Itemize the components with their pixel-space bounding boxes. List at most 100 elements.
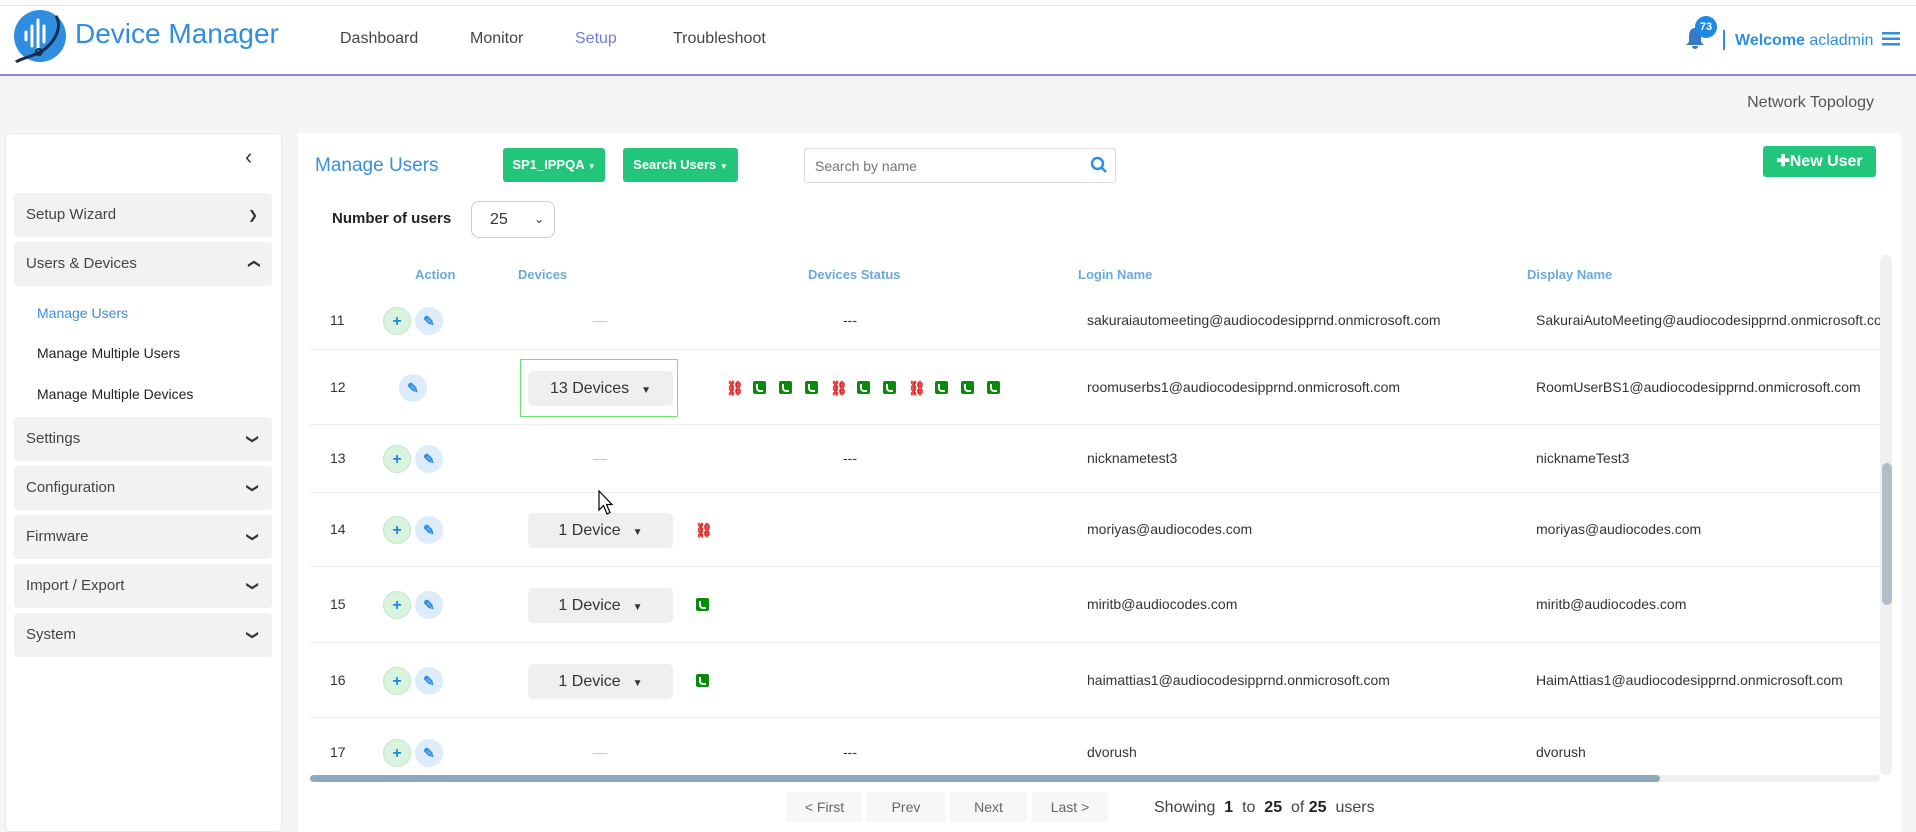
edit-icon[interactable]: ✎ (415, 307, 443, 335)
edit-icon[interactable]: ✎ (399, 373, 427, 402)
page-title: Manage Users (315, 155, 439, 176)
tenant-dropdown-button[interactable]: SP1_IPPQA ▼ (503, 148, 605, 182)
collapse-sidebar-icon[interactable]: ‹ (245, 144, 253, 169)
range-from: 1 (1224, 799, 1234, 816)
edit-icon[interactable]: ✎ (415, 591, 443, 619)
devices-status-empty: --- (843, 450, 857, 466)
column-header-display-name[interactable]: Display Name (1527, 267, 1613, 282)
notification-badge[interactable]: 73 (1695, 16, 1717, 38)
add-device-icon[interactable]: + (383, 445, 411, 473)
devices-dropdown[interactable]: 1 Device ▼ (528, 663, 673, 699)
edit-icon[interactable]: ✎ (415, 739, 443, 767)
delete-icon[interactable]: 🗑 (447, 739, 475, 767)
row-number: 17 (330, 744, 346, 760)
sidebar-section-system[interactable]: System ❯ (14, 613, 272, 657)
sidebar-section-setup-wizard[interactable]: Setup Wizard ❯ (14, 193, 272, 237)
tenant-label: SP1_IPPQA (512, 157, 585, 172)
nav-monitor[interactable]: Monitor (470, 30, 524, 47)
hamburger-menu-icon[interactable] (1882, 32, 1900, 46)
column-header-action[interactable]: Action (415, 267, 456, 282)
sidebar-section-configuration[interactable]: Configuration ❯ (14, 466, 272, 510)
edit-icon[interactable]: ✎ (415, 666, 443, 695)
welcome-user[interactable]: Welcome acladmin (1735, 32, 1873, 50)
nav-dashboard[interactable]: Dashboard (340, 30, 419, 47)
table-row: 17 + ✎ 🗑 --- dvorush dvorush (310, 718, 1882, 773)
delete-icon[interactable]: 🗑 (437, 373, 465, 402)
column-header-devices[interactable]: Devices (518, 267, 568, 282)
chevron-down-icon: ❯ (247, 208, 258, 222)
devices-dropdown[interactable]: 13 Devices ▼ (528, 370, 673, 406)
login-name: nicknametest3 (1087, 450, 1178, 466)
phone-connected-icon (779, 380, 792, 394)
disconnected-link-icon: ⛓ (830, 379, 848, 396)
caret-down-icon: ▼ (719, 162, 728, 171)
main-panel (298, 133, 1901, 832)
plus-icon: ✚ (1776, 153, 1790, 170)
users-label: users (1335, 799, 1375, 816)
sidebar-section-settings[interactable]: Settings ❯ (14, 417, 272, 461)
total-count: 25 (1308, 799, 1327, 816)
delete-icon[interactable]: 🗑 (447, 591, 475, 619)
new-user-label: New User (1789, 153, 1863, 170)
display-name: miritb@audiocodes.com (1536, 596, 1687, 612)
edit-icon[interactable]: ✎ (415, 516, 443, 544)
column-header-login-name[interactable]: Login Name (1078, 267, 1153, 282)
app-title: Device Manager (75, 18, 279, 49)
sidebar-section-users-devices[interactable]: Users & Devices ❯ (14, 242, 272, 286)
login-name: miritb@audiocodes.com (1087, 596, 1238, 612)
chevron-up-icon: ❯ (245, 258, 260, 270)
users-table: Action Devices Devices Status Login Name… (310, 255, 1882, 773)
sidebar-section-import-export[interactable]: Import / Export ❯ (14, 564, 272, 608)
username: acladmin (1809, 32, 1874, 49)
edit-icon[interactable]: ✎ (415, 445, 443, 473)
showing-label: Showing (1154, 799, 1216, 816)
table-row: 14 + ✎ 🗑 1 Device ▼ ⛓ moriyas@audiocodes.com mor… (310, 493, 1882, 567)
delete-icon[interactable]: 🗑 (447, 516, 475, 544)
sidebar-section-firmware[interactable]: Firmware ❯ (14, 515, 272, 559)
login-name: sakuraiautomeeting@audiocodesipprnd.onmi… (1087, 312, 1441, 328)
delete-icon[interactable]: 🗑 (447, 666, 475, 695)
new-user-button[interactable]: ✚New User (1763, 146, 1876, 177)
table-row: 16 + ✎ 🗑 1 Device ▼ haimattias1@audiocodesippr… (310, 643, 1882, 718)
caret-down-icon: ▼ (632, 527, 643, 538)
welcome-label: Welcome (1735, 32, 1805, 49)
caret-down-icon: ▼ (632, 602, 643, 613)
table-row: 13 + ✎ 🗑 --- nicknametest3 nicknameTest3 (310, 425, 1882, 493)
next-page-button[interactable]: Next (950, 792, 1027, 822)
add-device-icon[interactable]: + (383, 739, 411, 767)
mouse-cursor-icon (598, 490, 614, 515)
first-page-button[interactable]: < First (787, 792, 862, 822)
section-label: Firmware (26, 528, 89, 545)
network-topology-link[interactable]: Network Topology (1747, 94, 1874, 111)
vertical-scrollbar-thumb[interactable] (1882, 463, 1892, 605)
phone-connected-icon (883, 380, 896, 394)
header (0, 6, 1916, 76)
row-number: 11 (330, 312, 345, 328)
number-of-users-select[interactable]: 25 ⌄ (471, 201, 555, 238)
devices-dropdown[interactable]: 1 Device ▼ (528, 513, 673, 548)
search-users-dropdown-button[interactable]: Search Users ▼ (623, 148, 738, 182)
sidebar-item-manage-users[interactable]: Manage Users (37, 305, 129, 321)
add-device-icon[interactable]: + (383, 591, 411, 619)
delete-icon[interactable]: 🗑 (447, 445, 475, 473)
sidebar-item-manage-multiple-users[interactable]: Manage Multiple Users (37, 345, 181, 361)
delete-icon[interactable]: 🗑 (447, 307, 475, 335)
nav-setup[interactable]: Setup (575, 30, 617, 47)
add-device-icon[interactable]: + (383, 516, 411, 544)
chevron-down-icon: ❯ (245, 482, 260, 494)
prev-page-button[interactable]: Prev (867, 792, 945, 822)
devices-dropdown[interactable]: 1 Device ▼ (528, 588, 673, 623)
last-page-button[interactable]: Last > (1032, 792, 1108, 822)
search-input[interactable] (804, 148, 1116, 183)
nav-troubleshoot[interactable]: Troubleshoot (673, 30, 766, 47)
search-icon[interactable] (1090, 156, 1108, 174)
add-device-icon[interactable]: + (383, 666, 411, 695)
table-row: 12 ✎ 🗑 13 Devices ▼ ⛓ ⛓ ⛓ roomuserbs1@audiocodes… (310, 350, 1882, 425)
chevron-down-icon: ❯ (245, 629, 260, 641)
add-device-icon[interactable]: + (383, 307, 411, 335)
logo-icon (14, 10, 66, 64)
search-users-label: Search Users (633, 157, 717, 172)
horizontal-scrollbar-thumb[interactable] (310, 775, 1660, 782)
sidebar-item-manage-multiple-devices[interactable]: Manage Multiple Devices (37, 386, 194, 402)
column-header-devices-status[interactable]: Devices Status (808, 267, 901, 282)
